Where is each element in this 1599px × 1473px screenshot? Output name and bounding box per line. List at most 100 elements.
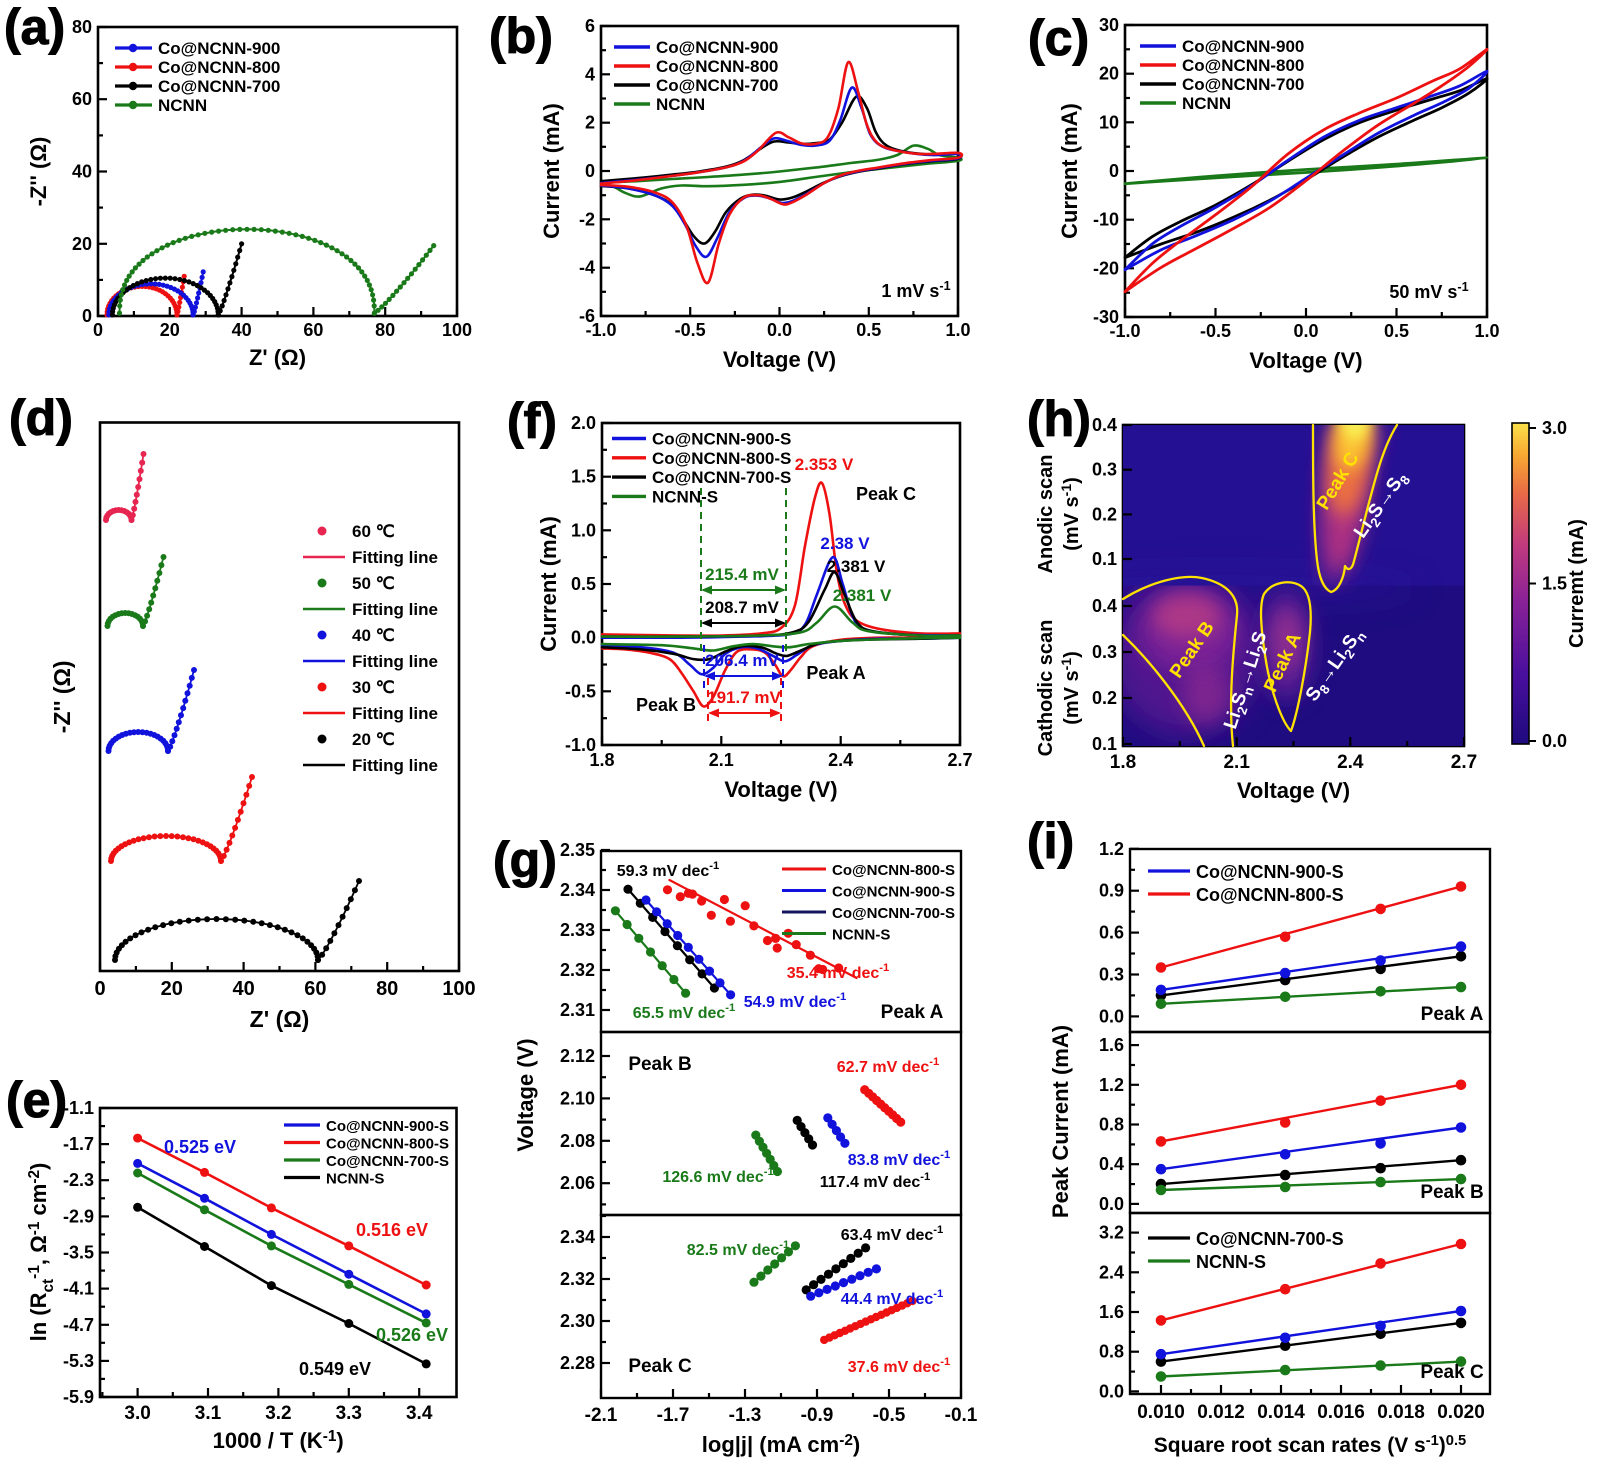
- svg-text:2.32: 2.32: [560, 960, 595, 980]
- svg-text:20 ℃: 20 ℃: [352, 730, 395, 749]
- svg-text:Voltage (V): Voltage (V): [724, 777, 837, 802]
- svg-text:0.014: 0.014: [1257, 1402, 1305, 1423]
- svg-text:2.353 V: 2.353 V: [795, 455, 854, 474]
- svg-text:-0.9: -0.9: [801, 1405, 834, 1426]
- svg-text:Co@NCNN-900: Co@NCNN-900: [158, 39, 280, 58]
- svg-text:40: 40: [72, 162, 92, 182]
- svg-text:0.012: 0.012: [1197, 1402, 1245, 1423]
- svg-text:3.0: 3.0: [1542, 418, 1567, 438]
- svg-text:Voltage (V): Voltage (V): [723, 347, 836, 372]
- svg-text:2.7: 2.7: [947, 750, 972, 770]
- svg-text:2.32: 2.32: [560, 1269, 595, 1289]
- svg-text:NCNN: NCNN: [656, 95, 705, 114]
- svg-text:Co@NCNN-800-S: Co@NCNN-800-S: [832, 862, 955, 879]
- svg-text:10: 10: [1099, 112, 1119, 132]
- svg-text:-1.0: -1.0: [1109, 321, 1140, 341]
- svg-text:2.381 V: 2.381 V: [833, 586, 892, 605]
- svg-text:-2.3: -2.3: [63, 1170, 94, 1190]
- svg-text:-1.0: -1.0: [565, 735, 596, 755]
- svg-text:-2: -2: [579, 209, 595, 229]
- svg-text:3.3: 3.3: [336, 1403, 362, 1424]
- svg-text:Fitting line: Fitting line: [352, 600, 438, 619]
- svg-text:NCNN-S: NCNN-S: [832, 927, 890, 944]
- svg-text:0.5: 0.5: [856, 320, 881, 340]
- svg-text:65.5 mV dec-1​: 65.5 mV dec-1​: [633, 1002, 735, 1022]
- svg-text:Peak C: Peak C: [1420, 1362, 1484, 1383]
- svg-text:NCNN-S: NCNN-S: [326, 1171, 384, 1188]
- svg-text:208.7 mV: 208.7 mV: [705, 598, 779, 617]
- svg-text:191.7 mV: 191.7 mV: [707, 688, 781, 707]
- svg-text:Peak C: Peak C: [856, 484, 916, 504]
- svg-text:0.020: 0.020: [1437, 1402, 1485, 1423]
- svg-text:1.6: 1.6: [1099, 1035, 1124, 1055]
- svg-text:0.8: 0.8: [1099, 1342, 1124, 1362]
- svg-text:Co@NCNN-700-S: Co@NCNN-700-S: [326, 1153, 449, 1170]
- svg-text:NCNN-S: NCNN-S: [1196, 1252, 1266, 1272]
- svg-text:-2.1: -2.1: [585, 1405, 618, 1426]
- svg-text:0.3: 0.3: [1099, 965, 1124, 985]
- svg-text:30 ℃: 30 ℃: [352, 678, 395, 697]
- svg-text:-5.3: -5.3: [63, 1351, 94, 1371]
- svg-text:2.7: 2.7: [1451, 752, 1477, 773]
- svg-text:(b): (b): [489, 8, 553, 64]
- svg-text:0.9: 0.9: [1099, 881, 1124, 901]
- svg-text:35.4 mV dec-1​: 35.4 mV dec-1​: [787, 962, 889, 982]
- svg-text:-10: -10: [1093, 210, 1119, 230]
- svg-text:60 ℃: 60 ℃: [352, 522, 395, 541]
- svg-text:2.34: 2.34: [560, 880, 595, 900]
- svg-text:-5.9: -5.9: [63, 1387, 94, 1407]
- svg-text:2.1: 2.1: [709, 750, 734, 770]
- svg-text:0.4: 0.4: [1092, 596, 1117, 616]
- svg-text:0.4: 0.4: [1092, 415, 1117, 435]
- svg-text:Current (mA): Current (mA): [536, 516, 561, 652]
- svg-text:Peak A: Peak A: [806, 663, 865, 683]
- svg-text:0.0: 0.0: [1293, 321, 1318, 341]
- svg-text:(d): (d): [9, 390, 73, 446]
- svg-text:Fitting line: Fitting line: [352, 548, 438, 567]
- svg-text:0.0: 0.0: [1099, 1006, 1124, 1026]
- svg-text:Co@NCNN-700-S: Co@NCNN-700-S: [1196, 1229, 1344, 1249]
- svg-text:2.33: 2.33: [560, 920, 595, 940]
- svg-text:20: 20: [161, 978, 183, 1000]
- svg-text:54.9 mV dec-1​: 54.9 mV dec-1​: [744, 991, 846, 1011]
- svg-text:(e): (e): [6, 1072, 67, 1128]
- svg-text:Z' (Ω): Z' (Ω): [250, 1006, 310, 1032]
- svg-text:Fitting line: Fitting line: [352, 652, 438, 671]
- svg-text:NCNN: NCNN: [1182, 94, 1231, 113]
- svg-text:0.0: 0.0: [1099, 1194, 1124, 1214]
- svg-text:2.31: 2.31: [560, 1000, 595, 1020]
- svg-text:0.2: 0.2: [1092, 504, 1117, 524]
- svg-text:Co@NCNN-700: Co@NCNN-700: [158, 77, 280, 96]
- svg-text:-3.5: -3.5: [63, 1243, 94, 1263]
- svg-text:0.516 eV: 0.516 eV: [356, 1220, 428, 1240]
- svg-text:Co@NCNN-800-S: Co@NCNN-800-S: [1196, 885, 1344, 905]
- svg-text:0.2: 0.2: [1092, 688, 1117, 708]
- svg-text:Co@NCNN-800-S: Co@NCNN-800-S: [652, 449, 791, 468]
- svg-text:0.4: 0.4: [1099, 1154, 1124, 1174]
- svg-text:0.1: 0.1: [1092, 734, 1117, 754]
- svg-text:Curremt (mA): Curremt (mA): [1566, 519, 1588, 648]
- svg-text:0.016: 0.016: [1317, 1402, 1365, 1423]
- svg-text:-0.5: -0.5: [565, 681, 596, 701]
- svg-text:Co@NCNN-700: Co@NCNN-700: [1182, 75, 1304, 94]
- svg-text:0.6: 0.6: [1099, 923, 1124, 943]
- svg-text:(h): (h): [1027, 391, 1091, 447]
- svg-text:2.12: 2.12: [560, 1046, 595, 1066]
- svg-text:2.08: 2.08: [560, 1131, 595, 1151]
- svg-text:1.0: 1.0: [571, 520, 596, 540]
- svg-text:-0.5: -0.5: [873, 1405, 906, 1426]
- svg-text:40: 40: [232, 320, 252, 340]
- svg-text:215.4 mV: 215.4 mV: [705, 565, 779, 584]
- svg-text:0.0: 0.0: [1542, 731, 1567, 751]
- svg-text:0.1: 0.1: [1092, 549, 1117, 569]
- svg-text:Current (mA): Current (mA): [539, 103, 564, 239]
- svg-text:Co@NCNN-900: Co@NCNN-900: [1182, 37, 1304, 56]
- svg-text:1 mV s-1​: 1 mV s-1​: [881, 279, 950, 301]
- svg-text:Co@NCNN-700-S: Co@NCNN-700-S: [652, 468, 791, 487]
- svg-text:-0.5: -0.5: [675, 320, 706, 340]
- svg-text:0.3: 0.3: [1092, 642, 1117, 662]
- svg-text:82.5 mV dec-1​: 82.5 mV dec-1​: [687, 1239, 789, 1259]
- svg-text:-Z'' (Ω): -Z'' (Ω): [49, 660, 75, 733]
- svg-text:117.4 mV dec-1​: 117.4 mV dec-1​: [820, 1171, 930, 1191]
- svg-text:Z' (Ω): Z' (Ω): [249, 345, 306, 370]
